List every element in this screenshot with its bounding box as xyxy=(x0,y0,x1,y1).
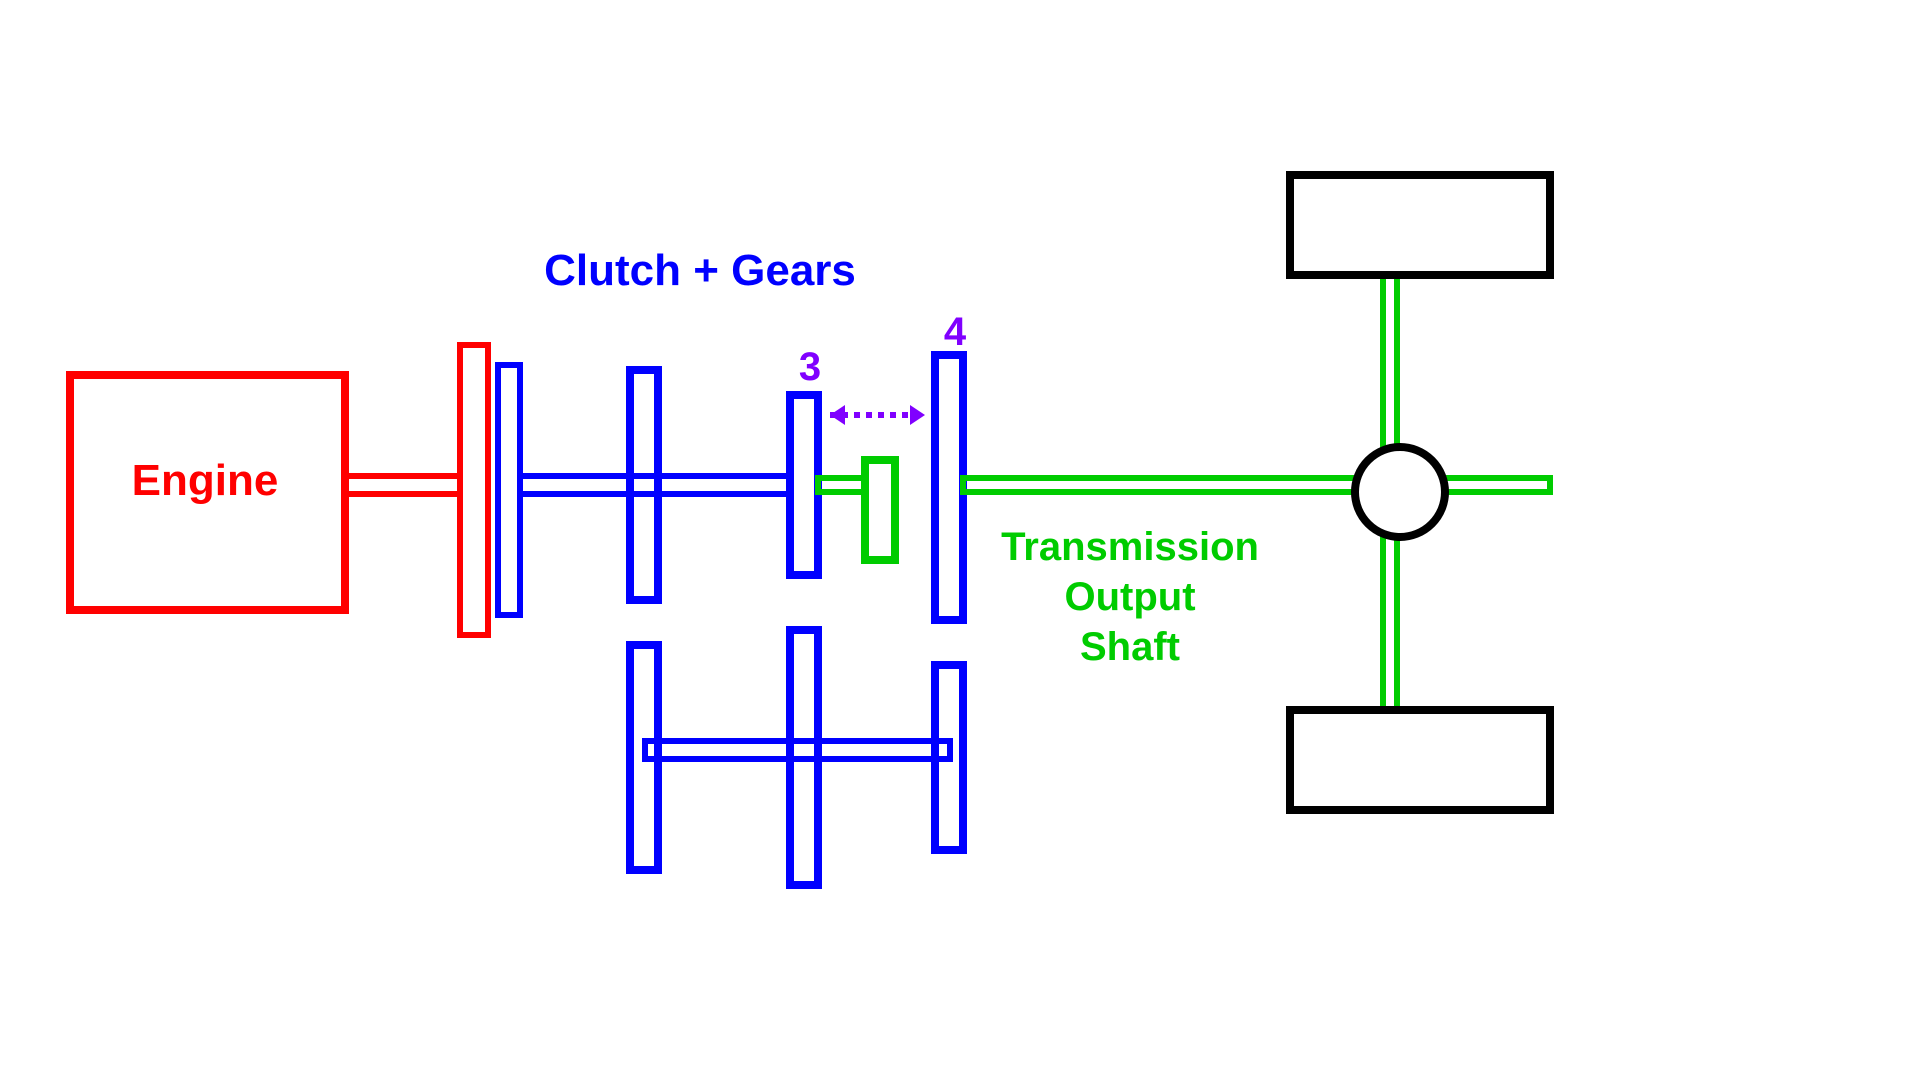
engine-shaft xyxy=(345,476,460,494)
output-shaft-main xyxy=(963,478,1370,492)
gear-top-1 xyxy=(630,370,658,600)
selector-arrow-right xyxy=(910,405,925,425)
drivetrain-diagram: Engine Clutch + Gears 3 4 Transmission Output… xyxy=(0,0,1920,1080)
wheel-bottom xyxy=(1290,710,1550,810)
gear-4-label: 4 xyxy=(944,310,967,354)
output-label-3: Shaft xyxy=(1080,625,1180,669)
output-shaft-left xyxy=(818,478,865,492)
clutch-label: Clutch + Gears xyxy=(544,246,856,295)
gear-top-3 xyxy=(790,395,818,575)
layshaft xyxy=(645,741,950,759)
gear-3-label: 3 xyxy=(799,345,821,389)
clutch-plate-friction xyxy=(498,365,520,615)
selector-arrow-left xyxy=(830,405,845,425)
clutch-plate-flywheel xyxy=(460,345,488,635)
selector-collar xyxy=(865,460,895,560)
output-label-2: Output xyxy=(1064,575,1195,619)
gear-top-4 xyxy=(935,355,963,620)
wheel-top xyxy=(1290,175,1550,275)
output-label-1: Transmission xyxy=(1001,525,1259,569)
differential xyxy=(1355,447,1445,537)
engine-label: Engine xyxy=(132,456,279,505)
